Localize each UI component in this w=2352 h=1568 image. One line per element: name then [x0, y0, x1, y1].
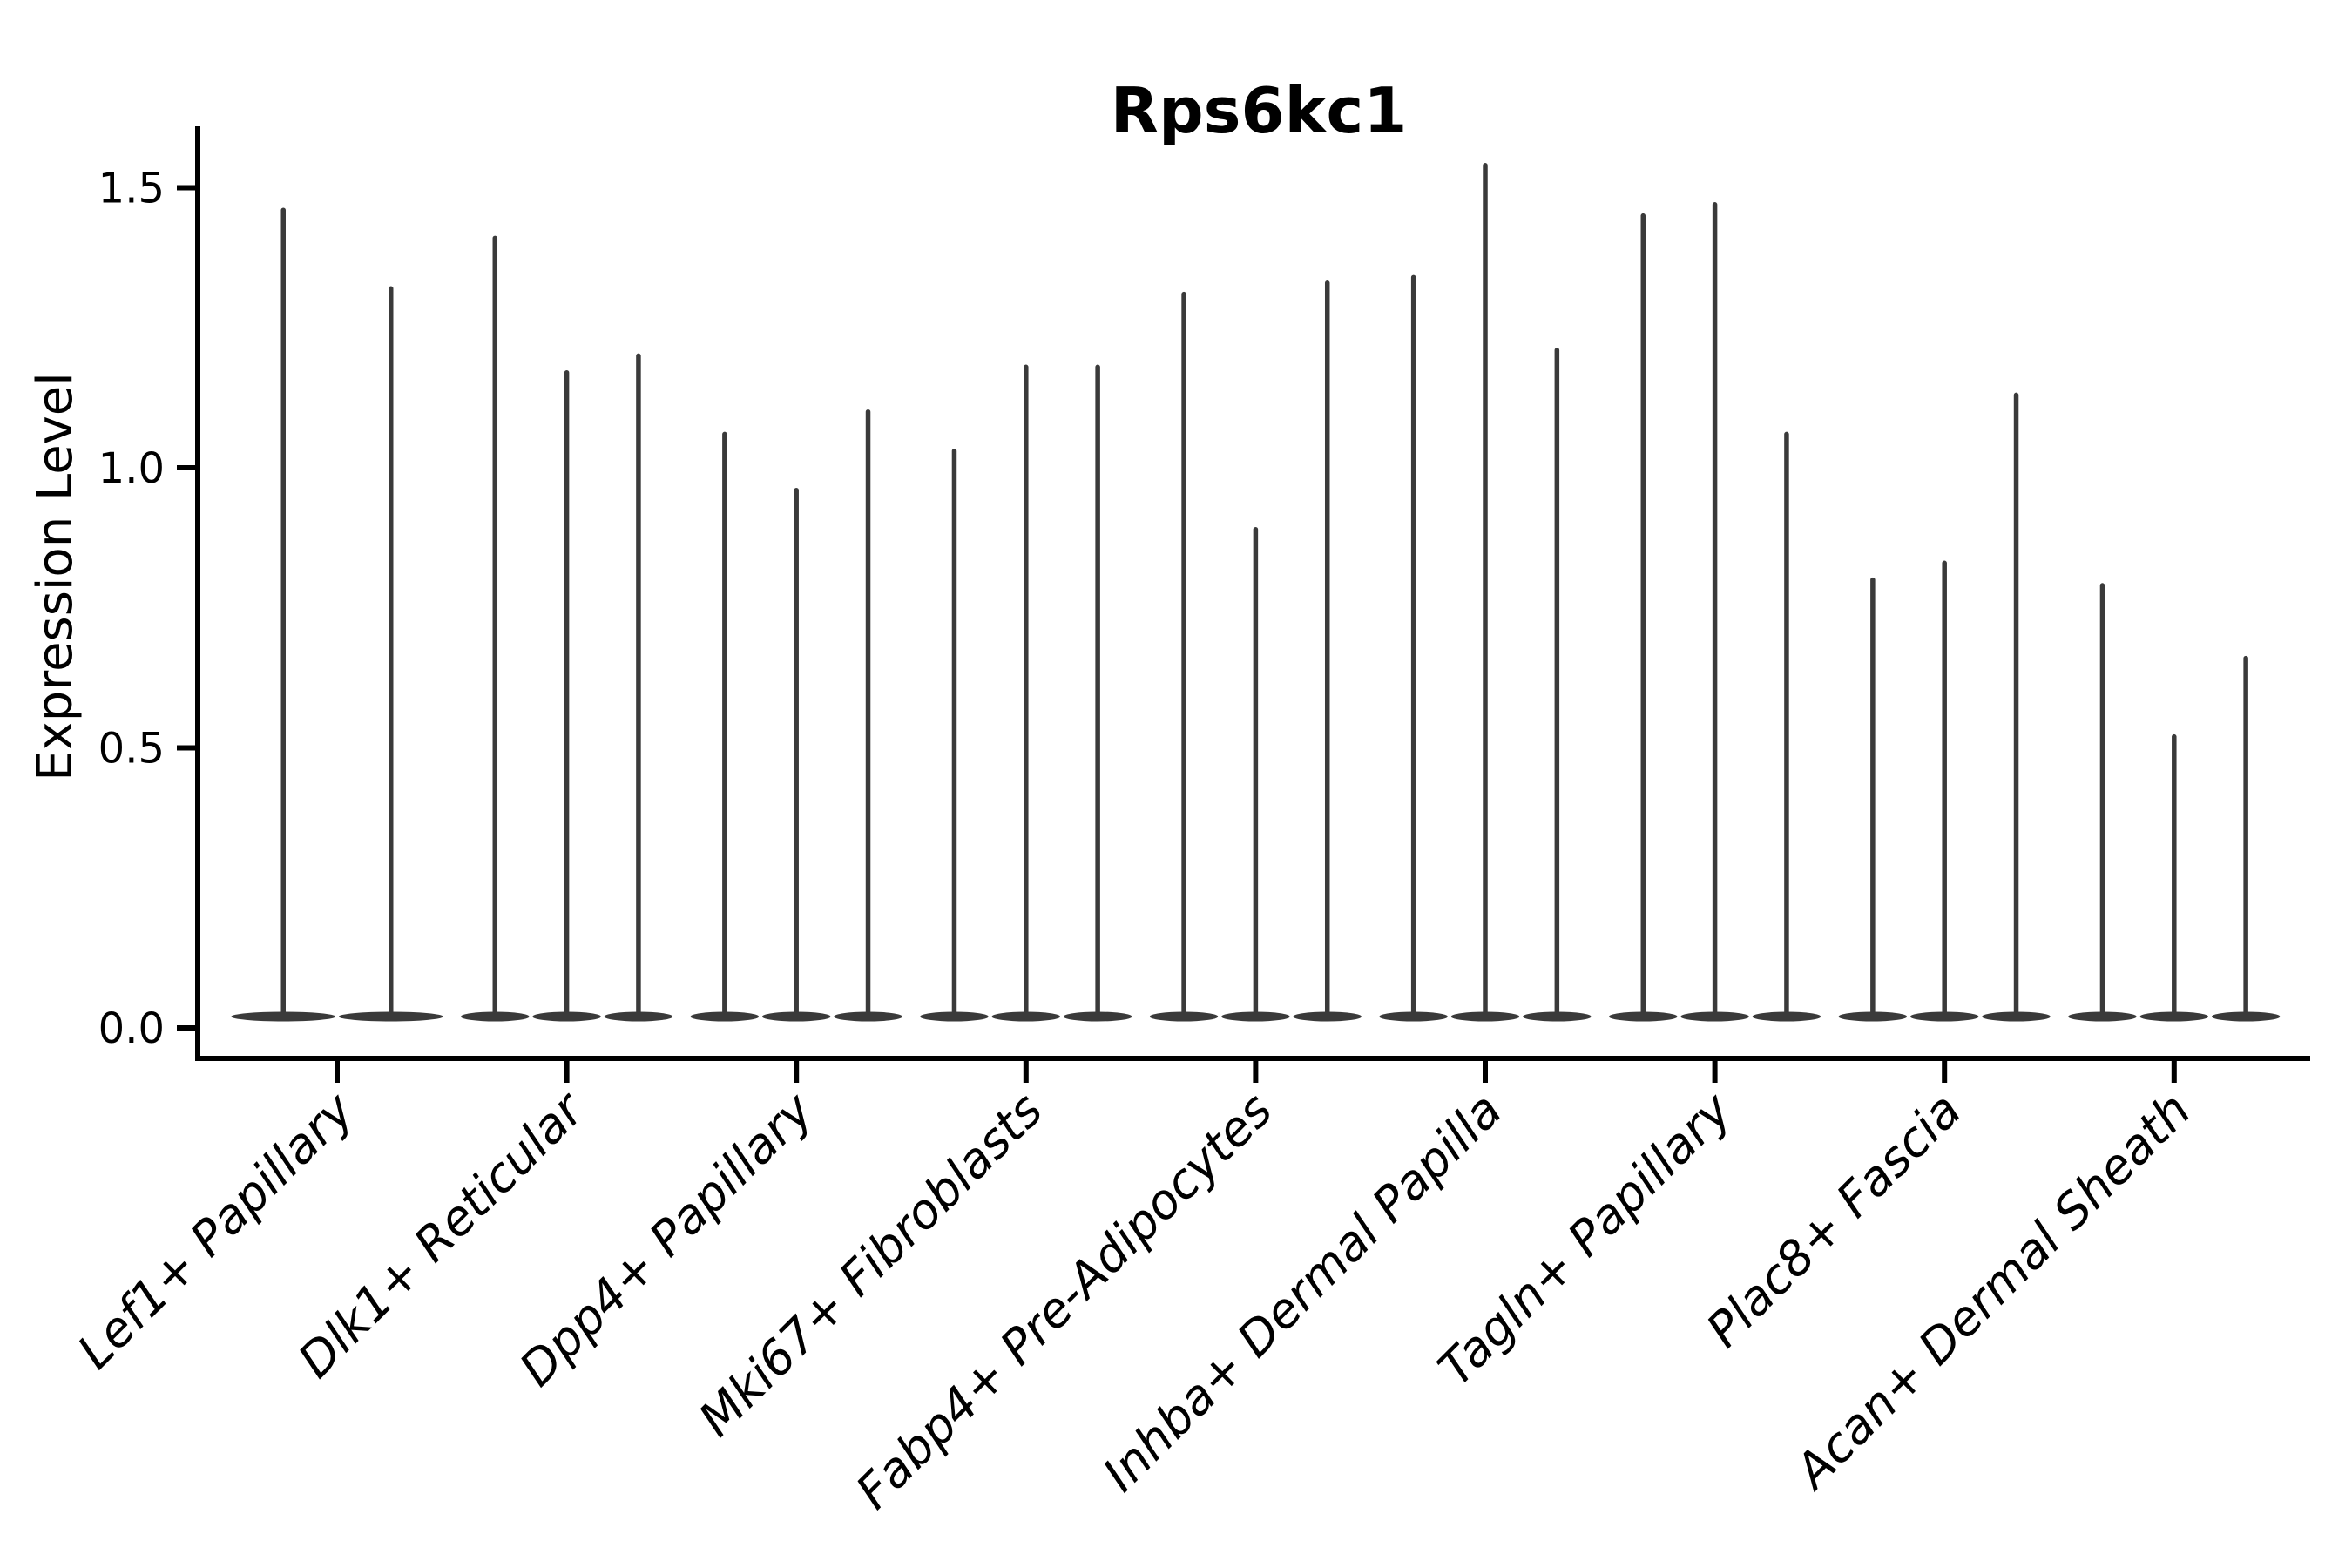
plot-title: Rps6kc1	[1111, 74, 1408, 147]
y-tick-label: 0.5	[98, 725, 165, 774]
x-category-label: Inhba+ Dermal Papilla	[1092, 1082, 1512, 1502]
x-category-label: Acan+ Dermal Sheath	[1782, 1082, 2201, 1501]
violin-group	[2068, 583, 2281, 1022]
y-tick-label: 0.0	[98, 1004, 165, 1053]
violin-group	[231, 207, 443, 1022]
violins	[231, 163, 2281, 1022]
violin-group	[690, 409, 902, 1022]
x-category-label: Fabp4+ Pre-Adipocytes	[845, 1082, 1282, 1519]
violin-group	[920, 364, 1132, 1022]
y-tick-label: 1.5	[98, 165, 165, 213]
y-axis-label: Expression Level	[27, 372, 84, 781]
axes	[177, 126, 2310, 1083]
violin-group	[1379, 163, 1592, 1022]
violin-group	[1609, 202, 1821, 1022]
violin-group	[461, 235, 673, 1022]
violin-group	[1149, 280, 1362, 1022]
violin-group	[1838, 392, 2051, 1022]
y-tick-label: 1.0	[98, 444, 165, 493]
